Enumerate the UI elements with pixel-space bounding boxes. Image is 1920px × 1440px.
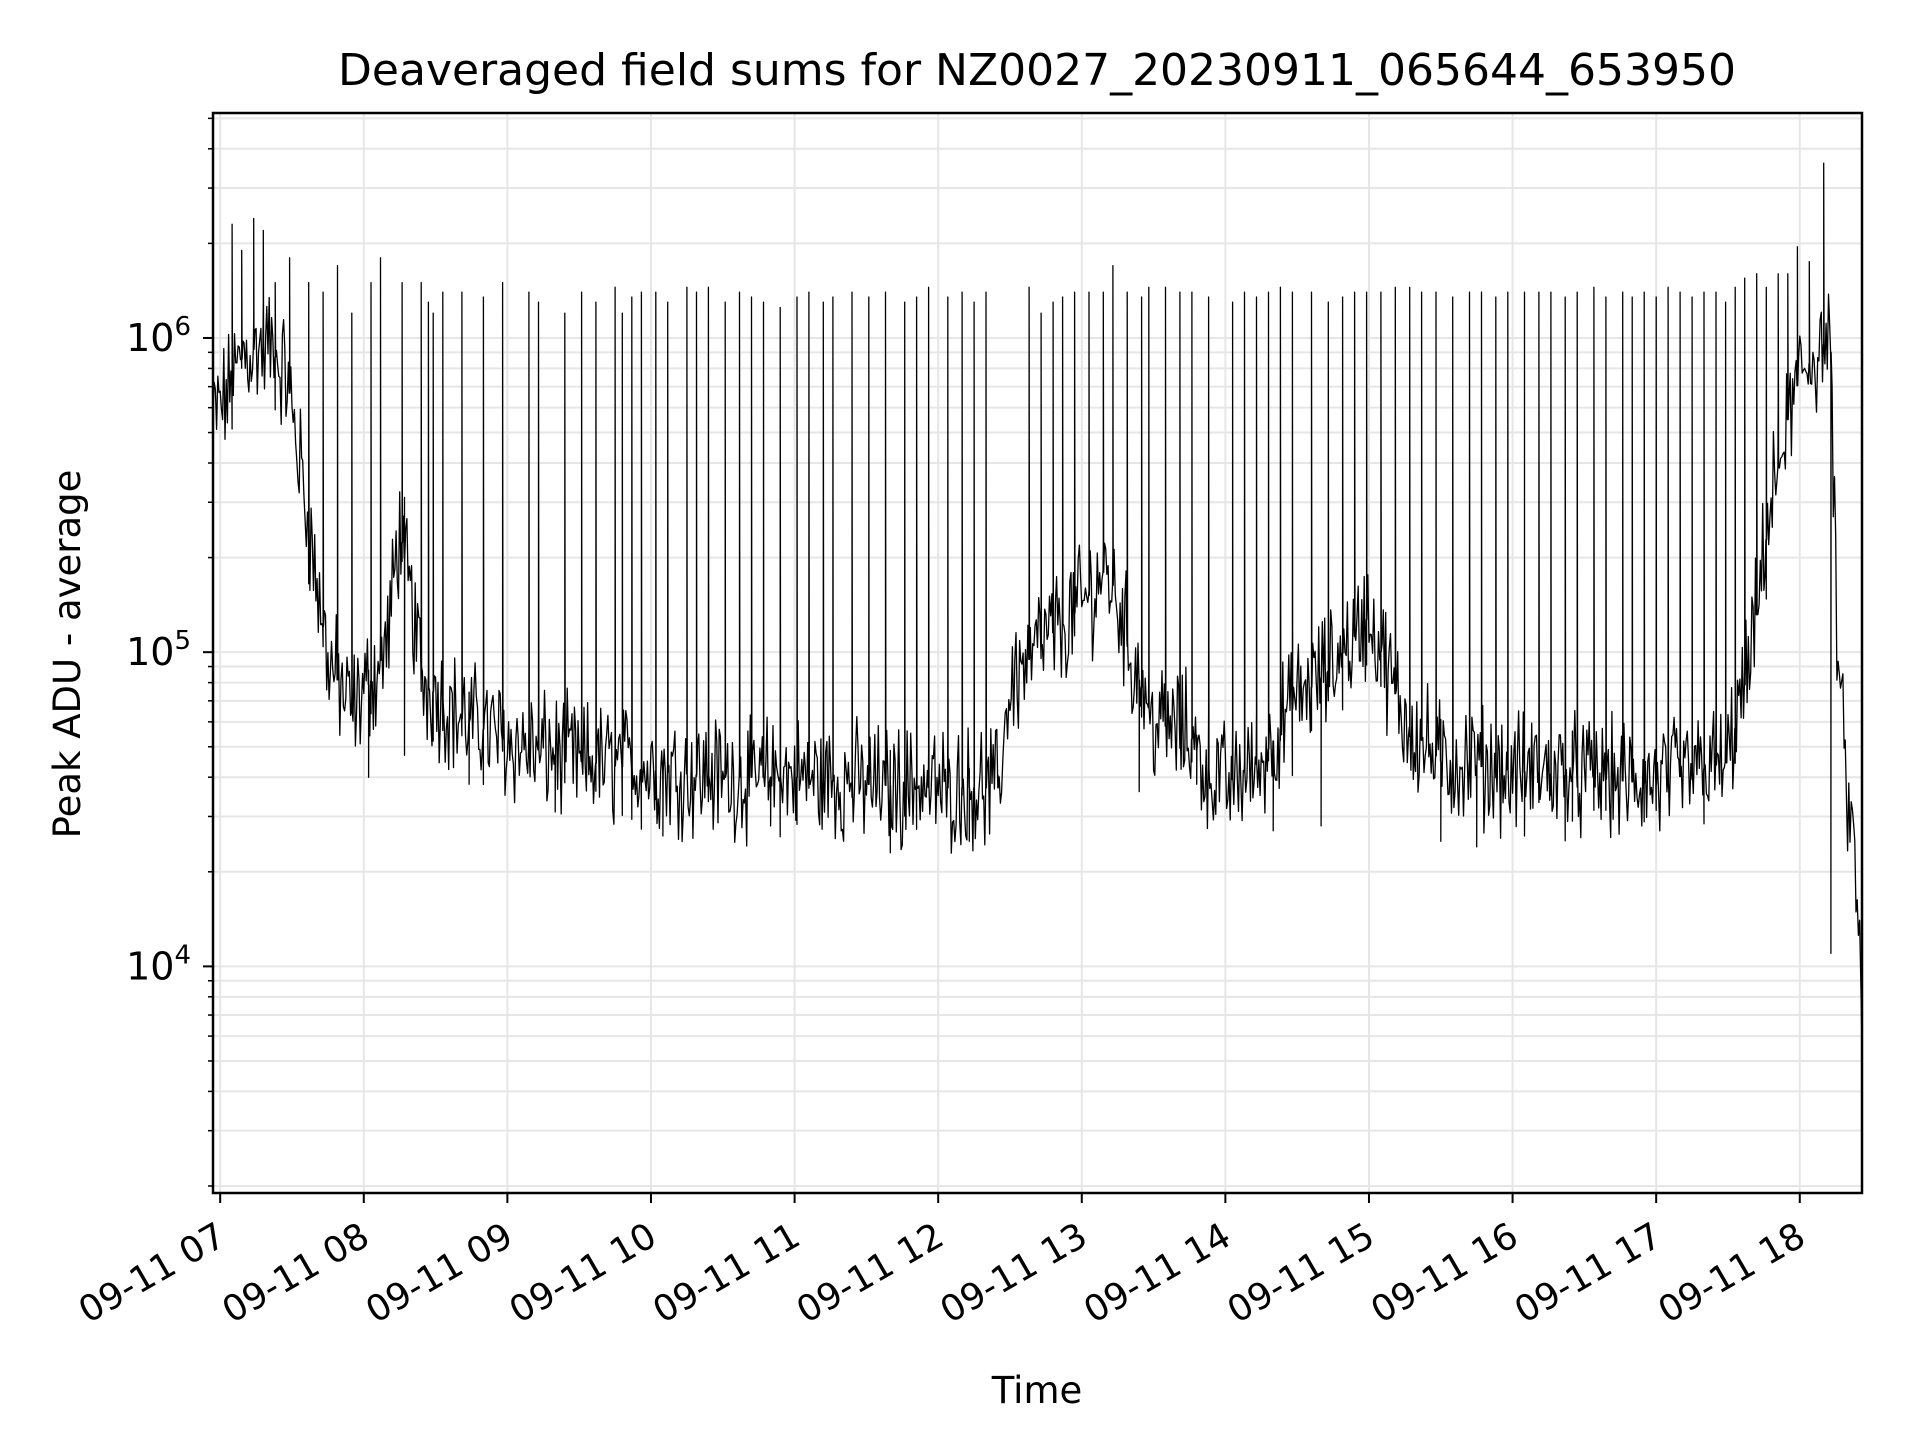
y-tick-exponent: 5 [174, 626, 191, 656]
y-tick-label: 104 [126, 940, 191, 988]
y-tick-exponent: 6 [174, 312, 191, 342]
y-tick-base: 10 [126, 944, 174, 988]
chart-title: Deaveraged field sums for NZ0027_2023091… [338, 45, 1736, 96]
series-line [212, 162, 1863, 1049]
data-series [212, 162, 1863, 1049]
y-tick-label: 106 [126, 312, 191, 360]
y-tick-label: 105 [126, 626, 191, 674]
y-tick-base: 10 [126, 630, 174, 674]
y-tick-base: 10 [126, 316, 174, 360]
y-tick-exponent: 4 [174, 940, 191, 970]
y-axis-label: Peak ADU - average [46, 470, 89, 839]
grid [213, 113, 1862, 1193]
x-axis-label: Time [991, 1369, 1083, 1412]
